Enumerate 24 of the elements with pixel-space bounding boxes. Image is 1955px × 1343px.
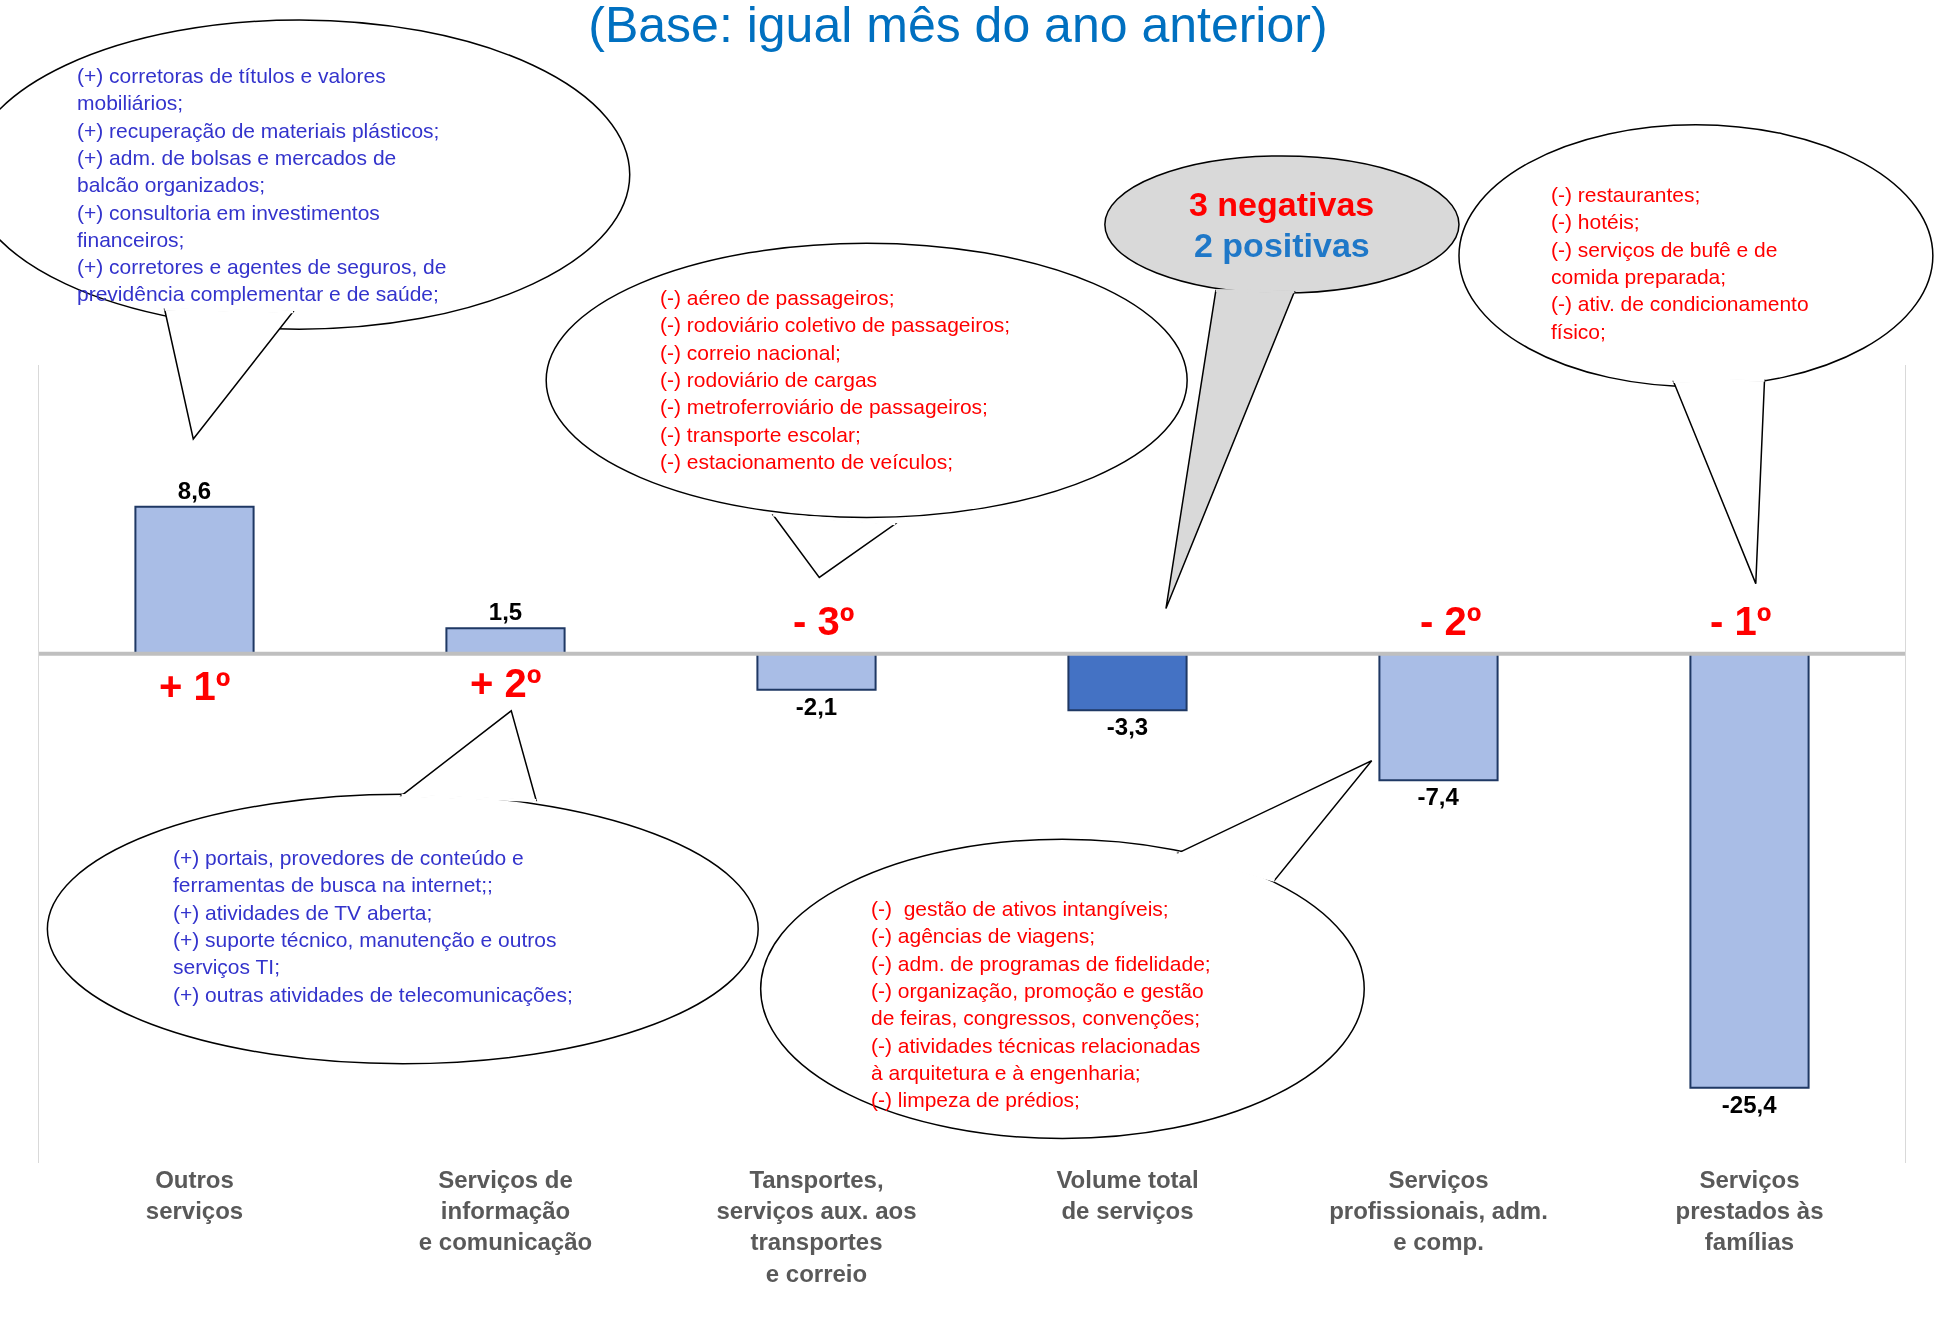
annotation: (+) portais, provedores de conteúdo e ferramentas de busca na internet;; (+) atividades de TV aberta; (+) suporte técnico, manutenção e outros serviços TI; (+) outras atividades de telecomunicações; <box>173 846 573 1006</box>
text: 3 negativas <box>1189 185 1375 223</box>
data-label: 8,6 <box>177 476 212 504</box>
x-tick-label: Volume total de serviços <box>1056 1166 1199 1225</box>
chart-title: (Base: igual mês do ano anterior) <box>588 0 1328 53</box>
data-label: -7,4 <box>1417 783 1460 811</box>
x-tick-label: Serviços profissionais, adm. e comp. <box>1329 1166 1548 1256</box>
text: (-) restaurantes; (-) hotéis; (-) serviços de bufê e de comida preparada; (-) ativ. de condicionamento físico; <box>1551 183 1809 343</box>
x-tick-label: Tansportes, serviços aux. aos transportes e correio <box>716 1166 917 1287</box>
annotation: - 2º <box>1420 599 1482 643</box>
annotation: (-) gestão de ativos intangíveis; (-) agências de viagens; (-) adm. de programas de fidelidade; (-) organização, promoção e gestão de feiras, congressos, convenções; (-) atividades técnicas relacionadas à arquitetura e à engenharia; (-) limpeza de prédios; <box>871 897 1211 1112</box>
data-label: 1,5 <box>488 598 523 626</box>
annotation: + 1º <box>159 664 231 708</box>
data-label: -25,4 <box>1721 1090 1778 1118</box>
data-label: -3,3 <box>1106 713 1149 741</box>
x-tick-label: Serviços de informação e comunicação <box>418 1166 593 1256</box>
annotation: + 2º <box>470 661 542 705</box>
annotation: (-) aéreo de passageiros; (-) rodoviário coletivo de passageiros; (-) correio nacional; (-) rodoviário de cargas (-) metroferroviário de passageiros; (-) transporte escolar; (-) estacionamento de veículos; <box>660 286 1011 473</box>
annotation: - 1º <box>1710 599 1772 643</box>
x-tick-label: Outros serviços <box>145 1166 244 1225</box>
text: 2 positivas <box>1194 226 1370 264</box>
x-tick-label: Serviços prestados às famílias <box>1675 1166 1824 1256</box>
annotation: - 3º <box>793 599 855 643</box>
data-label: -2,1 <box>795 692 838 720</box>
